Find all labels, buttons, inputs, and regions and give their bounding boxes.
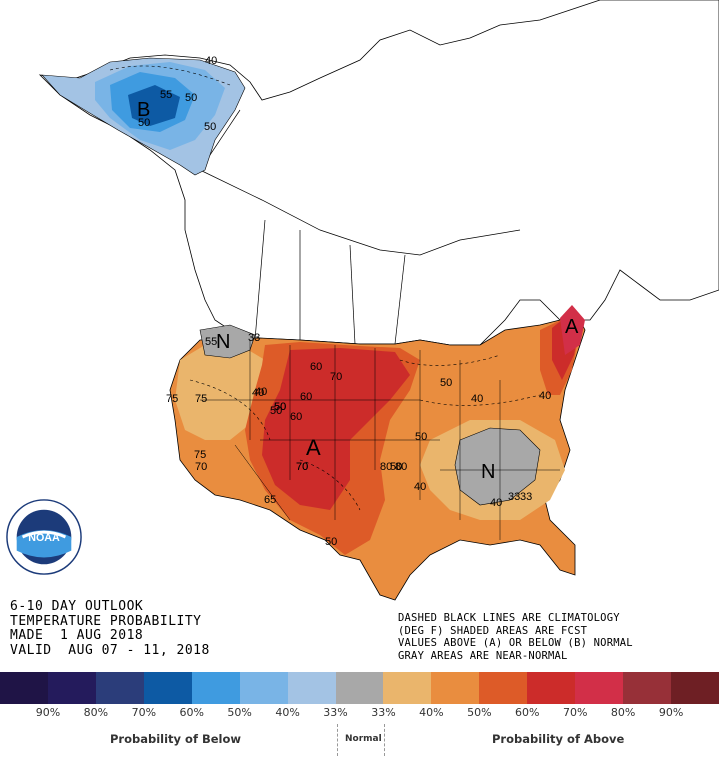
contour-labels: 4050505033334050407075607075506075705040… <box>138 55 551 548</box>
contour-label: 50 <box>274 401 286 413</box>
above-label-ne: A <box>565 316 579 338</box>
scale-swatch <box>287 672 337 704</box>
contour-label: 40 <box>471 393 483 405</box>
province-borders <box>199 109 521 345</box>
contour-label: 75 <box>194 449 206 461</box>
normal-sep-left <box>337 724 338 756</box>
below-title: Probability of Below <box>110 732 241 746</box>
scale-label: 80% <box>83 706 109 719</box>
contour-label: 70 <box>195 461 207 473</box>
scale-label: 80% <box>610 706 636 719</box>
contour-label: 50 <box>138 117 150 129</box>
contour-label: 60 <box>290 411 302 423</box>
scale-swatch <box>239 672 289 704</box>
contour-label: 70 <box>296 461 308 473</box>
contour-label: 40 <box>255 386 267 398</box>
contour-label: 33 <box>508 491 520 503</box>
normal-title: Normal <box>345 734 382 744</box>
climatology-lines <box>109 65 541 511</box>
scale-swatch <box>95 672 145 704</box>
scale-swatch <box>623 672 672 704</box>
scale-label: 50% <box>227 706 252 719</box>
scale-label: 60% <box>179 706 204 719</box>
note-line-2: (DEG F) SHADED AREAS ARE FCST <box>398 624 588 637</box>
noaa-logo-text: NOAA <box>28 532 60 544</box>
alaska-below-region <box>41 57 246 176</box>
scale-label: 70% <box>131 706 157 719</box>
map-base <box>38 0 719 346</box>
scale-label: 40% <box>419 706 444 719</box>
scale-label: 90% <box>658 706 684 719</box>
contour-label: 40 <box>252 387 264 399</box>
above-title: Probability of Above <box>492 732 625 746</box>
scale-swatch <box>431 672 480 704</box>
contour-label: 70 <box>296 461 308 473</box>
contour-label: 70 <box>330 371 342 383</box>
contour-label: 80 <box>380 461 392 473</box>
contour-label: 40 <box>539 390 551 402</box>
normal-sep-right <box>384 724 385 756</box>
scale-label: 60% <box>515 706 540 719</box>
scale-label: 90% <box>35 706 61 719</box>
contour-label: 40 <box>490 497 502 509</box>
contour-label: 50 <box>325 536 337 548</box>
contour-label: 50 <box>440 377 452 389</box>
noaa-logo-icon: NOAA <box>6 499 82 575</box>
contour-label: 75 <box>195 393 207 405</box>
note-line-3: VALUES ABOVE (A) OR BELOW (B) NORMAL <box>398 637 633 649</box>
contour-label: 50 <box>270 405 282 417</box>
contour-label: 50 <box>415 431 427 443</box>
scale-swatch <box>0 672 49 704</box>
normal-label-nw: N <box>216 331 230 353</box>
scale-swatch <box>575 672 624 704</box>
normal-label-se: N <box>481 461 495 483</box>
scale-label: 33% <box>371 706 396 719</box>
state-borders <box>200 340 560 540</box>
note-line-4: GRAY AREAS ARE NEAR-NORMAL <box>398 649 568 662</box>
contour-label: 33 <box>248 332 260 344</box>
contour-label: 80 <box>395 461 407 473</box>
title-line-2: TEMPERATURE PROBABILITY <box>10 613 202 629</box>
scale-label: 33% <box>323 706 348 719</box>
note-line-1: DASHED BLACK LINES ARE CLIMATOLOGY <box>398 612 620 624</box>
contour-label: 50 <box>274 401 286 413</box>
scale-swatch <box>335 672 384 704</box>
title-block: 6-10 DAY OUTLOOK TEMPERATURE PROBABILITY M… <box>10 599 210 658</box>
outlook-map: B A A N N 405050503333405040707560707550… <box>38 0 719 601</box>
scale-label: 40% <box>275 706 300 719</box>
scale-label: 50% <box>467 706 492 719</box>
scale-swatch <box>479 672 528 704</box>
title-line-3: MADE 1 AUG 2018 <box>10 628 144 643</box>
contour-label: 40 <box>414 481 426 493</box>
contour-label: 60 <box>300 391 312 403</box>
scale-swatch <box>383 672 432 704</box>
contour-label: 55 <box>205 336 217 348</box>
contour-label: 75 <box>166 393 178 405</box>
scale-swatch <box>671 672 719 704</box>
scale-swatch <box>191 672 241 704</box>
scale-label: 70% <box>562 706 588 719</box>
contour-label: 60 <box>310 361 322 373</box>
scale-swatch <box>47 672 97 704</box>
notes-block: DASHED BLACK LINES ARE CLIMATOLOGY (DEG F… <box>398 612 633 662</box>
contour-label: 50 <box>185 92 197 104</box>
above-label-west: A <box>306 435 321 460</box>
probability-scale <box>0 672 719 704</box>
title-line-1: 6-10 DAY OUTLOOK <box>10 599 144 614</box>
scale-swatch <box>527 672 576 704</box>
probability-scale-labels: 90% 80% 70% 60% 50% 40% 33% 33% 40% 50% 60% 70% 80% 9… <box>0 706 719 722</box>
below-label: B <box>137 99 150 121</box>
contour-label: 50 <box>390 461 402 473</box>
contour-label: 65 <box>264 494 276 506</box>
scale-swatch <box>143 672 193 704</box>
contour-label: 33 <box>520 491 532 503</box>
contour-label: 50 <box>204 121 216 133</box>
contour-label: 40 <box>205 55 217 67</box>
title-line-4: VALID AUG 07 - 11, 2018 <box>10 642 210 658</box>
contour-label: 55 <box>160 89 172 101</box>
conus-regions <box>169 305 586 601</box>
